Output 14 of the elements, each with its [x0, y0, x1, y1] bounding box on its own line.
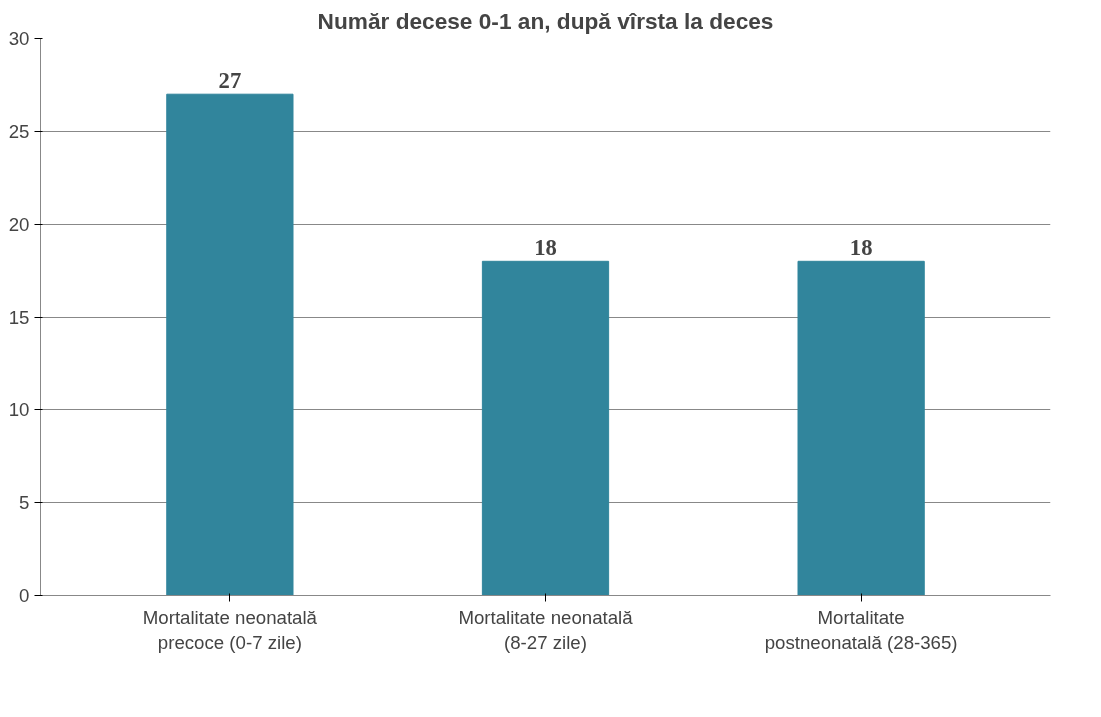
y-tick-label: 25: [8, 120, 30, 142]
x-tick-label: Mortalitate neonatală (8-27 zile): [458, 606, 634, 653]
x-tick-label: Mortalitate neonatală precoce (0-7 zile): [142, 606, 318, 653]
y-tick-label: 15: [8, 306, 30, 328]
data-label: 27: [218, 68, 242, 94]
chart-title: Număr decese 0-1 an, după vîrsta la deces: [317, 7, 774, 34]
y-tick-label: 5: [19, 492, 30, 514]
y-tick-label: 10: [8, 399, 30, 421]
x-tick-label: Mortalitate postneonatală (28-365): [764, 606, 958, 653]
y-tick-label: 30: [8, 28, 30, 49]
data-label: 18: [534, 235, 557, 261]
y-tick-label: 0: [19, 585, 30, 606]
data-label: 18: [849, 235, 873, 261]
y-tick-label: 20: [8, 213, 30, 235]
